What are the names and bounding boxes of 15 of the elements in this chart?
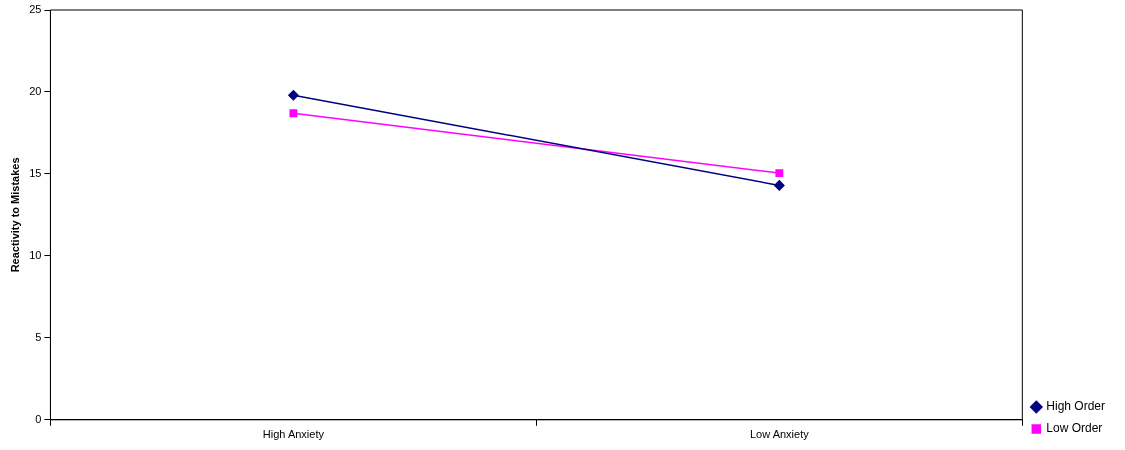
x-tick-label: Low Anxiety [749, 428, 810, 441]
x-tick-label: High Anxiety [262, 428, 325, 441]
point [288, 89, 299, 101]
point [774, 180, 785, 191]
y-tick-label: 25 [29, 3, 42, 16]
legend-label: High Order [1046, 399, 1105, 414]
point [775, 169, 784, 178]
y-tick-label: 20 [29, 84, 42, 97]
legend-label: Low Order [1046, 421, 1103, 436]
y-axis-title: Reactivity to Mistakes [8, 157, 21, 273]
y-tick-label: 10 [29, 248, 42, 261]
point [289, 109, 298, 118]
y-tick-label: 0 [35, 412, 42, 425]
y-tick-label: 15 [29, 166, 42, 179]
y-tick-label: 5 [35, 330, 42, 343]
